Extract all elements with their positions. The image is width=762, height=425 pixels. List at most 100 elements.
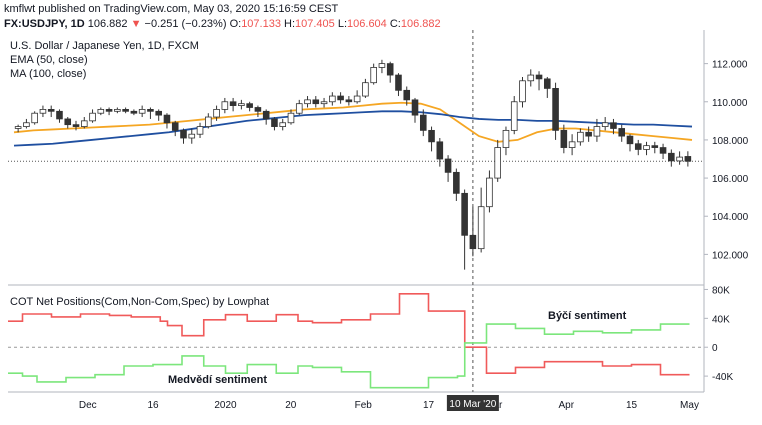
candle-body <box>122 109 129 112</box>
candle-body <box>378 63 386 68</box>
time-tick-label: 20 <box>285 400 297 411</box>
candle-body <box>618 128 626 137</box>
cot-tick-label: -40K <box>712 372 733 383</box>
price-tick-label: 106.000 <box>712 174 749 185</box>
candle-body <box>23 122 30 127</box>
candle-body <box>39 109 47 114</box>
open-value: 107.133 <box>241 18 281 30</box>
candle-body <box>97 109 105 114</box>
high-label: H: <box>284 18 296 30</box>
open-label: O: <box>229 18 242 30</box>
candle-body <box>601 122 609 127</box>
candle-body <box>362 82 369 97</box>
close-label: C: <box>389 18 401 30</box>
time-tick-label: 2020 <box>214 400 237 411</box>
candle-body <box>295 103 303 114</box>
time-tick-label: Feb <box>355 400 373 411</box>
candle-body <box>254 107 262 112</box>
candle-body <box>238 103 245 106</box>
candle-body <box>585 131 592 137</box>
candle-body <box>130 110 138 114</box>
candle-body <box>552 88 559 131</box>
cot-line-spec <box>8 323 690 389</box>
candle-body <box>56 110 63 120</box>
cot-tick-label: 80K <box>712 285 730 296</box>
publisher-line: kmflwt published on TradingView.com, May… <box>4 3 338 15</box>
legend-ma: MA (100, close) <box>10 68 87 80</box>
candle-body <box>668 152 675 162</box>
candle-body <box>461 192 468 236</box>
change-arrow-icon: ▼ <box>130 18 142 30</box>
cot-line-com <box>8 292 690 376</box>
ema-line <box>13 101 693 143</box>
candle-body <box>544 78 551 89</box>
candle-body <box>651 145 659 148</box>
candle-body <box>262 110 270 120</box>
high-value: 107.405 <box>295 18 335 30</box>
low-value: 106.604 <box>347 18 387 30</box>
last-price: 106.882 <box>87 18 128 30</box>
candle-body <box>494 147 501 179</box>
ma-line <box>13 110 693 147</box>
candle-body <box>337 95 344 101</box>
candle-body <box>560 129 568 148</box>
symbol-label: FX:USDJPY, 1D <box>4 18 85 30</box>
candle-body <box>312 99 320 105</box>
chart-legend: U.S. Dollar / Japanese Yen, 1D, FXCM EMA… <box>10 40 199 80</box>
candle-body <box>196 126 204 135</box>
candle-body <box>370 67 377 84</box>
candle-body <box>510 101 518 131</box>
cot-tick-label: 40K <box>712 314 730 325</box>
candle-body <box>395 74 402 91</box>
bull-annotation: Býčí sentiment <box>548 310 627 322</box>
change-value: −0.251 (−0.23%) <box>144 18 227 30</box>
candle-body <box>171 122 179 131</box>
price-tick-label: 110.000 <box>712 98 748 109</box>
time-tick-label: May <box>680 400 699 411</box>
price-tick-label: 102.000 <box>712 250 749 261</box>
candle-body <box>221 101 229 110</box>
ohlc-line: FX:USDJPY, 1D 106.882 ▼ −0.251 (−0.23%) … <box>4 18 441 30</box>
legend-ema: EMA (50, close) <box>10 54 88 66</box>
candle-body <box>147 109 154 112</box>
candle-body <box>610 122 617 129</box>
candle-body <box>626 135 634 145</box>
candle-body <box>188 133 196 139</box>
candle-body <box>80 120 88 127</box>
candle-body <box>72 124 80 127</box>
candle-body <box>477 206 485 250</box>
candle-body <box>345 99 353 103</box>
candle-body <box>419 114 427 131</box>
candle-body <box>502 129 510 148</box>
candle-body <box>634 143 642 150</box>
candle-body <box>304 99 311 105</box>
candle-body <box>114 109 121 112</box>
crosshair-date-label: 10 Mar '20 <box>449 399 496 410</box>
candle-body <box>31 112 38 124</box>
candle-body <box>643 145 650 150</box>
low-label: L: <box>337 18 348 30</box>
price-tick-label: 104.000 <box>712 212 749 223</box>
candle-body <box>155 110 162 116</box>
candle-body <box>535 74 543 80</box>
candle-body <box>428 129 435 143</box>
candle-body <box>684 156 692 162</box>
candle-body <box>659 147 667 154</box>
candle-body <box>105 109 113 112</box>
price-tick-label: 108.000 <box>712 136 749 147</box>
cot-tick-label: 0 <box>712 343 718 354</box>
candle-body <box>213 109 220 118</box>
time-tick-label: Dec <box>79 400 97 411</box>
candle-body <box>386 63 394 76</box>
cot-legend: COT Net Positions(Com,Non-Com,Spec) by L… <box>10 296 270 308</box>
candle-body <box>593 126 601 137</box>
candle-body <box>287 112 295 124</box>
candle-body <box>205 116 212 127</box>
candle-body <box>527 74 535 82</box>
candle-body <box>676 156 683 162</box>
candle-body <box>453 171 460 194</box>
candle-body <box>320 101 328 105</box>
time-tick-label: 15 <box>626 400 638 411</box>
candle-body <box>436 141 444 160</box>
